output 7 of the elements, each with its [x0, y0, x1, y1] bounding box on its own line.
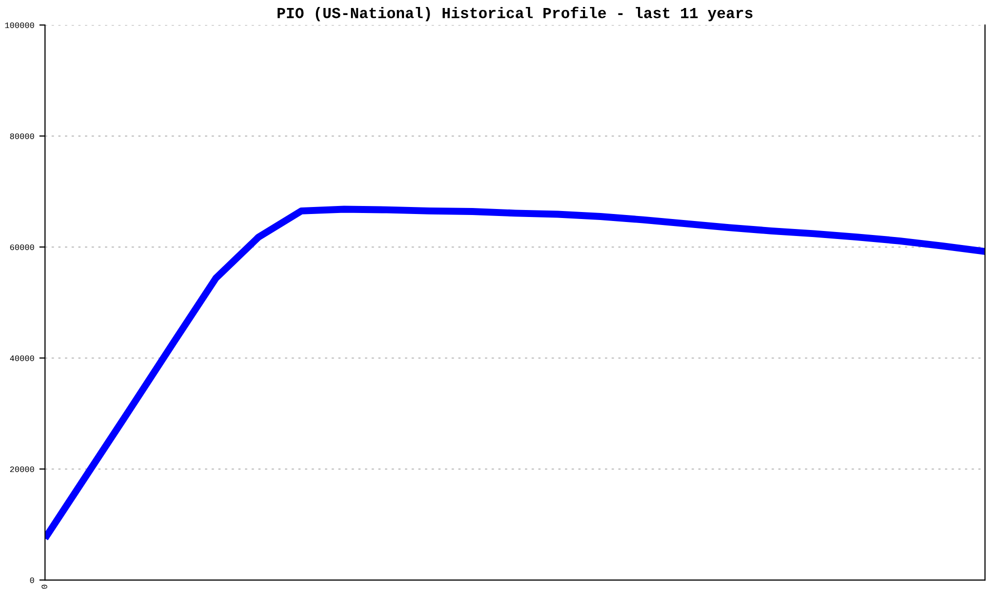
chart-title: PIO (US-National) Historical Profile - last 11 years — [278, 6, 752, 22]
y-tick-label: 20000 — [10, 466, 34, 472]
y-tick-label: 80000 — [10, 133, 34, 140]
y-tick-label: 60000 — [10, 244, 34, 250]
y-tick-label: 100000 — [5, 22, 34, 28]
y-tick-label: 40000 — [10, 355, 34, 362]
y-tick-label: 0 — [30, 577, 34, 584]
